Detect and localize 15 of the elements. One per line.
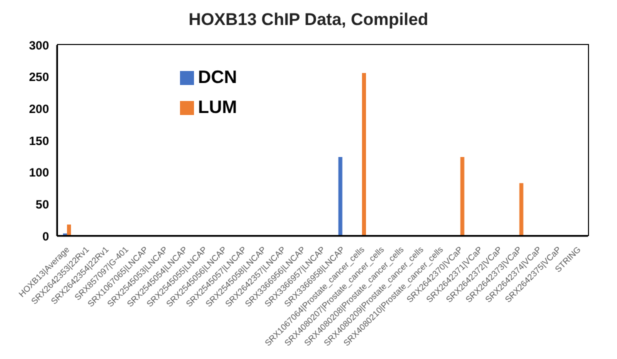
y-tick-label: 0 bbox=[42, 229, 50, 244]
legend-label: LUM bbox=[198, 97, 237, 117]
y-tick-label: 100 bbox=[28, 166, 50, 180]
y-tick-label: 300 bbox=[28, 38, 50, 52]
y-tick-label: 250 bbox=[28, 70, 50, 84]
bar bbox=[362, 73, 366, 236]
chart-title: HOXB13 ChIP Data, Compiled bbox=[188, 10, 430, 30]
y-tick-label: 200 bbox=[28, 102, 50, 116]
y-tick-label: 150 bbox=[28, 134, 50, 148]
bar bbox=[460, 157, 464, 236]
bar bbox=[519, 183, 524, 236]
bar bbox=[67, 224, 71, 236]
y-tick-label: 50 bbox=[36, 197, 50, 212]
legend-label: DCN bbox=[198, 67, 237, 87]
bar bbox=[338, 157, 342, 236]
